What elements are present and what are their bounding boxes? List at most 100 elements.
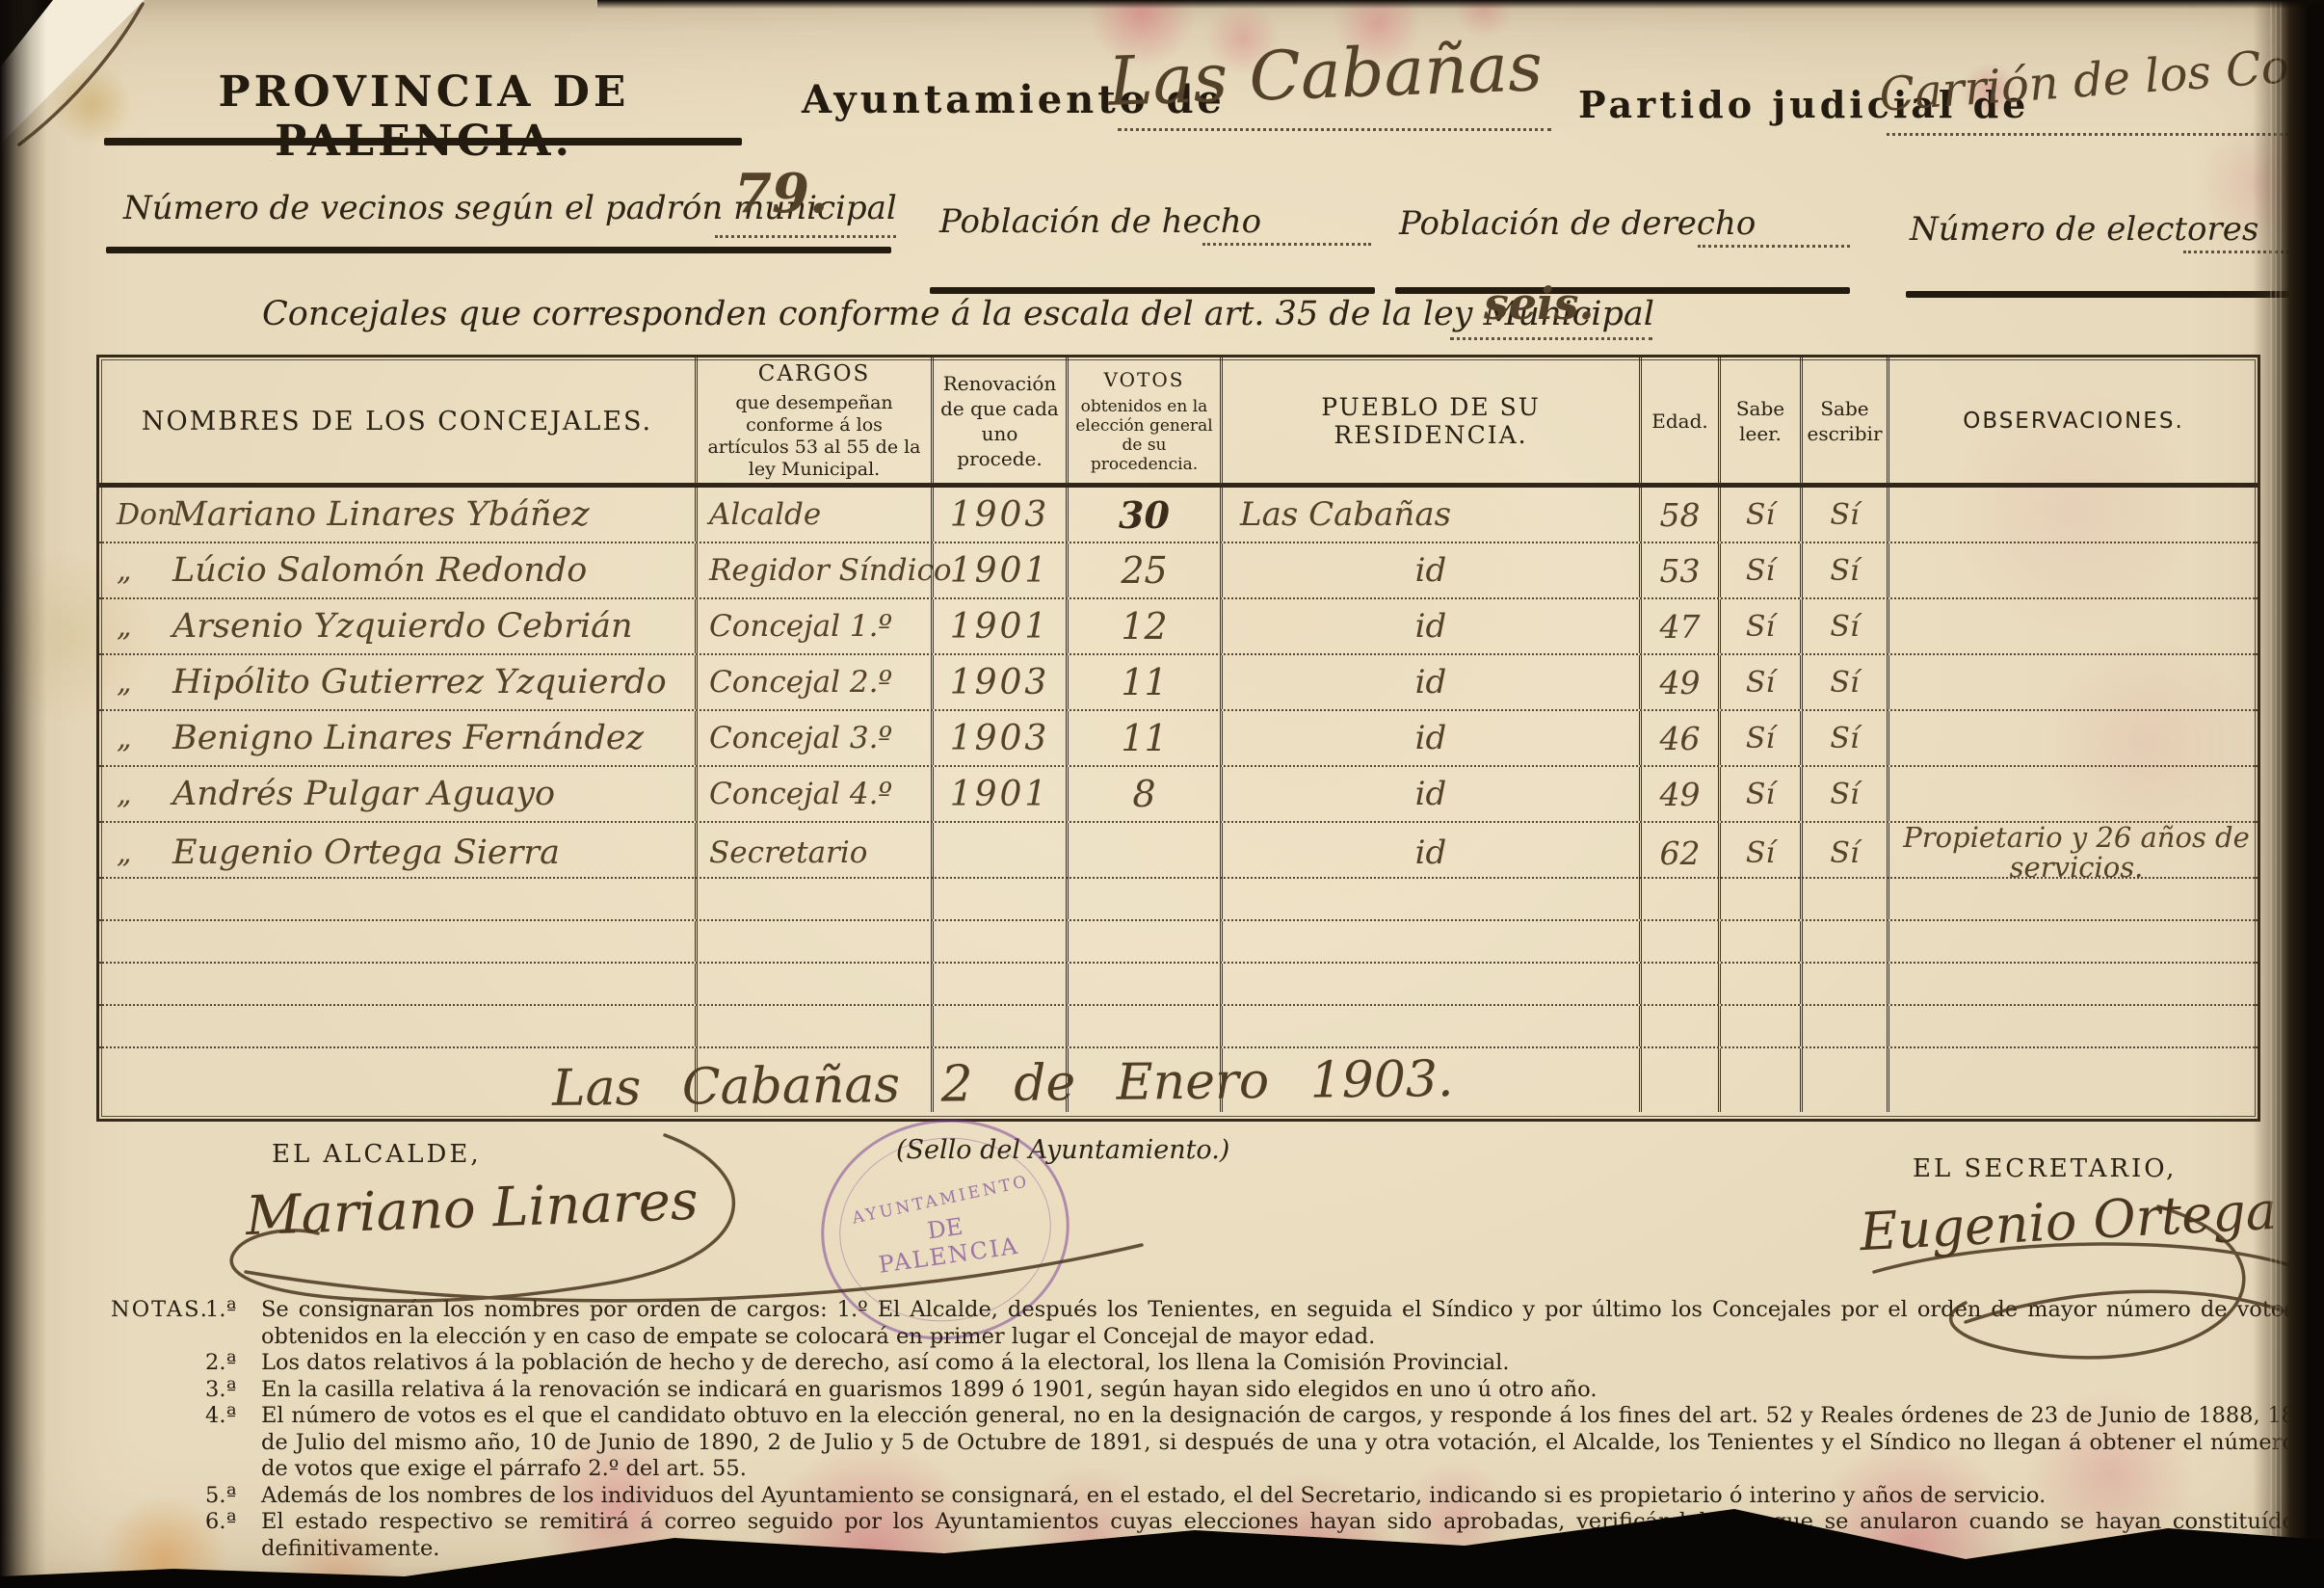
cell-pueblo: id [1220,599,1639,653]
book-binding-edge [0,0,46,1588]
cell-edad: 46 [1639,711,1718,765]
notes-label: NOTAS. [111,1297,209,1322]
cell-sabe-leer: Sí [1718,823,1800,883]
empty-cell [695,1006,931,1046]
empty-cell [1887,1006,2258,1046]
fill-line [1450,337,1652,340]
table-row: Don Mariano Linares Ybáñez Alcalde 1903 3… [99,488,2258,543]
cell-edad: 49 [1639,655,1718,709]
fill-line [1698,245,1850,248]
empty-cell [1718,1048,1800,1112]
fill-line [1887,133,2306,136]
col-header-edad: Edad. [1639,357,1718,485]
cell-votos: 12 [1066,599,1220,653]
empty-cell [931,1048,1066,1112]
cell-votos: 25 [1066,543,1220,597]
cell-pueblo: id [1220,655,1639,709]
table-row: „ Hipólito Gutierrez Yzquierdo Concejal 2… [99,655,2258,711]
cell-sabe-leer: Sí [1718,599,1800,653]
empty-cell [1066,1006,1220,1046]
concejales-value-handwritten: seis. [1484,278,1595,330]
empty-cell [931,964,1066,1004]
fill-line [715,235,896,238]
cell-sabe-leer: Sí [1718,655,1800,709]
cell-sabe-escribir: Sí [1800,488,1887,542]
empty-cell [1800,1006,1887,1046]
cell-renovacion: 1901 [931,767,1066,821]
empty-cell [99,1006,695,1046]
cell-pueblo: Las Cabañas [1220,488,1639,542]
empty-cell [1220,921,1639,962]
empty-cell [1800,964,1887,1004]
empty-cell [695,879,931,919]
cell-observaciones [1887,599,2258,653]
note-item: 6.ª El estado respectivo se remitirá á c… [205,1509,2295,1561]
empty-cell [931,879,1066,919]
cell-cargo: Regidor Síndico [695,543,952,597]
fill-line [2183,251,2307,253]
empty-cell [1718,921,1800,962]
cell-cargo: Alcalde [695,488,931,542]
cell-observaciones: Propietario y 26 años de servicios. [1887,823,2258,883]
ayuntamiento-label: Ayuntamiento de [802,77,1226,122]
vecinos-label: Número de vecinos según el padrón munici… [123,189,897,227]
cell-renovacion: 1903 [931,711,1066,765]
empty-cell [695,1048,931,1112]
rule-under-hecho [930,287,1375,294]
col-header-cargos: CARGOS que desempeñan conforme á los art… [695,357,931,485]
empty-cell [1066,1048,1220,1112]
ayuntamiento-value-handwritten: Las Cabañas [1106,27,1545,121]
empty-cell [1066,921,1220,962]
note-item: 2.ª Los datos relativos á la población d… [205,1350,1510,1375]
empty-cell [1887,964,2258,1004]
note-item: NOTAS. 1.ª Se consignarán los nombres po… [111,1297,2295,1349]
alcalde-label: EL ALCALDE, [272,1140,482,1169]
empty-cell [1639,1006,1718,1046]
col-header-votos: VOTOS obtenidos en la elección general d… [1066,357,1220,485]
cell-sabe-escribir: Sí [1800,767,1887,821]
cell-votos: 11 [1066,655,1220,709]
empty-cell [1887,879,2258,919]
rule-under-derecho [1395,287,1850,294]
empty-cell [1800,1048,1887,1112]
rule-under-electores [1906,291,2307,298]
empty-cell [1718,879,1800,919]
cell-cargo: Concejal 3.º [695,711,931,765]
empty-cell [1718,964,1800,1004]
cell-cargo: Secretario [695,823,931,883]
empty-cell [1639,1048,1718,1112]
cell-votos [1066,823,1220,883]
empty-cell [1887,1048,2258,1112]
cell-sabe-leer: Sí [1718,543,1800,597]
empty-cell [1220,879,1639,919]
cell-edad: 62 [1639,823,1718,883]
cell-pueblo: id [1220,823,1639,883]
concejales-escala-label: Concejales que corresponden conforme á l… [262,295,1654,333]
cell-sabe-escribir: Sí [1800,711,1887,765]
empty-cell [1639,964,1718,1004]
cell-pueblo: id [1220,711,1639,765]
empty-cell [1718,1006,1800,1046]
cell-renovacion: 1903 [931,655,1066,709]
cell-observaciones [1887,711,2258,765]
empty-cell [1800,879,1887,919]
cell-observaciones [1887,543,2258,597]
empty-cell [1639,921,1718,962]
cell-sabe-escribir: Sí [1800,543,1887,597]
cell-nombre: „ Benigno Linares Fernández [117,719,645,757]
cell-renovacion: 1901 [931,599,1066,653]
table-row: „ Eugenio Ortega Sierra Secretario id 62 … [99,823,2258,883]
table-header-row: NOMBRES DE LOS CONCEJALES. CARGOS que de… [99,357,2258,488]
col-header-renovacion: Renovación de que cada uno procede. [931,357,1066,485]
cell-renovacion: 1901 [931,543,1066,597]
empty-table-row [99,1006,2258,1048]
cell-renovacion [931,823,1066,883]
cell-votos: 30 [1066,488,1220,542]
rule-under-province [104,138,742,146]
cell-nombre: Don Mariano Linares Ybáñez [117,495,590,534]
cell-observaciones [1887,655,2258,709]
concejales-table: NOMBRES DE LOS CONCEJALES. CARGOS que de… [96,355,2260,1122]
empty-cell [1887,921,2258,962]
cell-sabe-escribir: Sí [1800,823,1887,883]
